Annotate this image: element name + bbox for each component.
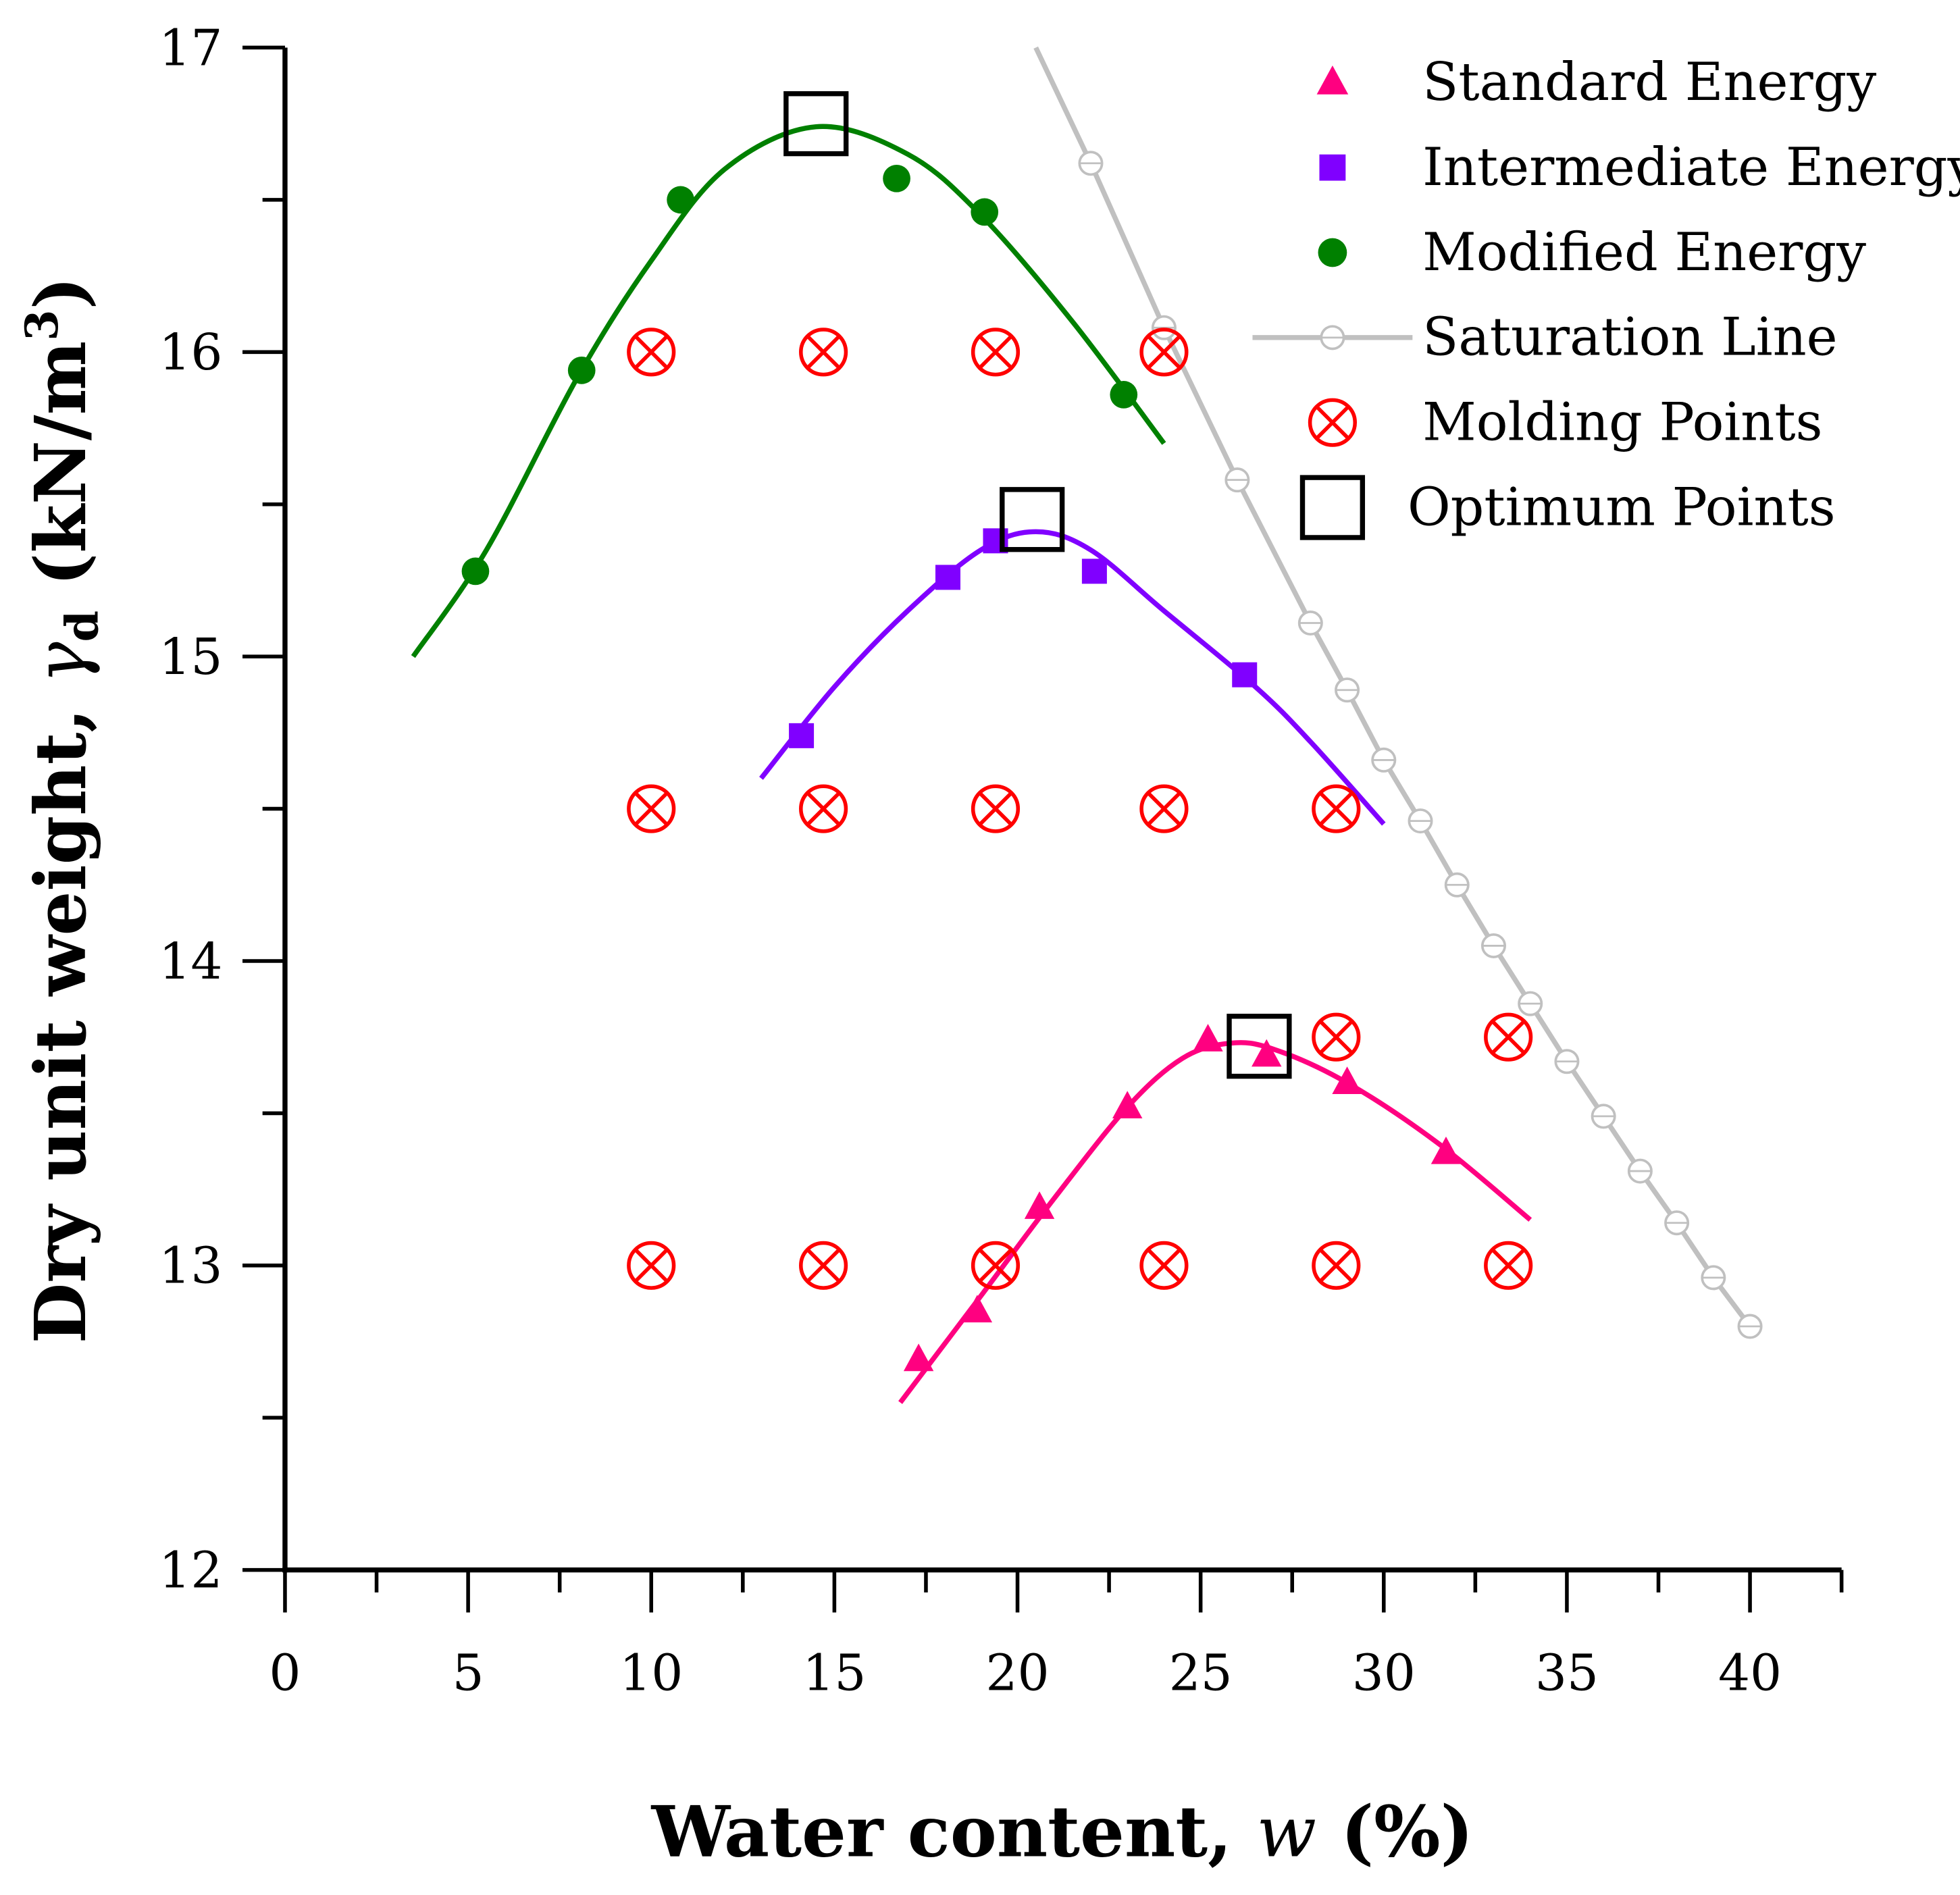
molding-points-point [971,328,1021,377]
molding-points-point [1312,784,1361,833]
modified-energy-point [667,186,694,214]
x-axis-label: Water content, w (%) [651,1792,1474,1873]
legend-marker-intermediate-energy [1319,154,1346,181]
molding-points-point-x [1147,1249,1181,1282]
molding-points-point [1312,1241,1361,1290]
molding-points-point [1484,1241,1533,1290]
molding-points-point-x [806,1249,840,1282]
legend-label-standard-energy: Standard Energy [1422,52,1876,113]
legend-marker-modified-energy [1318,238,1347,267]
x-tick-label: 10 [619,1644,683,1702]
x-tick-label: 30 [1352,1644,1416,1702]
molding-points-point-x [806,792,840,825]
molding-points-point [971,784,1021,833]
molding-points-point [627,1241,676,1290]
molding-points-point [1312,1012,1361,1062]
x-tick-label: 5 [453,1644,484,1702]
standard-energy-point [962,1295,993,1323]
molding-points-point-x [635,336,668,369]
standard-energy-point [903,1343,934,1372]
intermediate-energy-point [935,565,960,590]
axes: 12 13 14 15 16 17 0 5 10 15 20 25 30 35 40 [159,19,1844,1702]
legend-label-saturation-line: Saturation Line [1422,307,1838,368]
y-tick-label: 14 [159,933,222,991]
modified-energy-point [567,356,596,384]
molding-points-point-x [635,1249,668,1282]
molding-points-point-x [1147,336,1181,369]
molding-points-point-x [1320,1249,1353,1282]
molding-points-point [799,784,848,833]
x-tick-label: 40 [1718,1644,1782,1702]
modified-energy-point [461,557,490,586]
standard-energy-point [1430,1136,1462,1164]
legend-marker-standard-energy [1316,66,1349,95]
legend-label-intermediate-energy: Intermediate Energy [1422,137,1960,198]
y-tick-label: 13 [159,1237,222,1295]
molding-points-point [1139,328,1189,377]
legend-label-modified-energy: Modified Energy [1422,222,1866,283]
molding-points-point-x [1147,792,1181,825]
molding-points-point-x [979,792,1012,825]
y-axis-label: Dry unit weight, γd (kN/m3) [15,276,108,1343]
intermediate-energy-point [1232,662,1258,687]
molding-points-point-x [635,792,668,825]
molding-points-point [627,784,676,833]
legend-label-optimum-points: Optimum Points [1408,477,1836,538]
optimum-points-point [1000,487,1065,552]
intermediate-energy-point [1081,559,1107,584]
molding-points-point-x [1320,1020,1353,1054]
molding-points-point-x [1320,792,1353,825]
standard-energy-point [1112,1091,1143,1119]
y-tick-label: 12 [159,1542,222,1600]
legend-marker-optimum-points [1299,475,1366,540]
intermediate-energy-fit-curve [759,529,1386,826]
legend-marker-molding-points [1308,398,1358,447]
legend: Standard Energy Intermediate Energy Modifi… [1252,52,1960,540]
modified-energy-fit-curve [411,124,1166,658]
molding-points-point [1139,1241,1189,1290]
legend-marker-molding-points-x [1316,406,1349,439]
data-markers [461,91,1763,1372]
standard-energy-fit-curve [898,1040,1532,1404]
molding-points-point [799,1241,848,1290]
modified-energy-point [971,198,999,226]
molding-points-point-x [806,336,840,369]
molding-points-point [799,328,848,377]
legend-label-molding-points: Molding Points [1422,392,1822,453]
intermediate-energy-point [789,723,815,748]
modified-energy-point [883,164,910,192]
y-tick-label: 16 [159,323,222,382]
molding-points-point [1484,1012,1533,1062]
x-tick-label: 15 [802,1644,866,1702]
y-tick-label: 17 [159,19,222,77]
x-tick-label: 20 [985,1644,1049,1702]
standard-energy-point [1252,1039,1282,1067]
molding-points-point-x [1491,1020,1525,1054]
standard-energy-point [1193,1024,1223,1052]
molding-points-point [1139,784,1189,833]
molding-points-point-x [1491,1249,1525,1282]
molding-points-point-x [979,1249,1012,1282]
modified-energy-point [1110,381,1138,409]
optimum-points-point [783,91,849,157]
standard-energy-point [1332,1066,1362,1094]
x-tick-label: 35 [1535,1644,1599,1702]
optimum-points-point [1227,1014,1292,1079]
standard-energy-point [1024,1191,1055,1219]
x-tick-label: 0 [269,1644,301,1702]
y-tick-label: 15 [159,628,222,686]
molding-points-point [627,328,676,377]
molding-points-point [971,1241,1021,1290]
molding-points-point-x [979,336,1012,369]
x-tick-label: 25 [1169,1644,1233,1702]
